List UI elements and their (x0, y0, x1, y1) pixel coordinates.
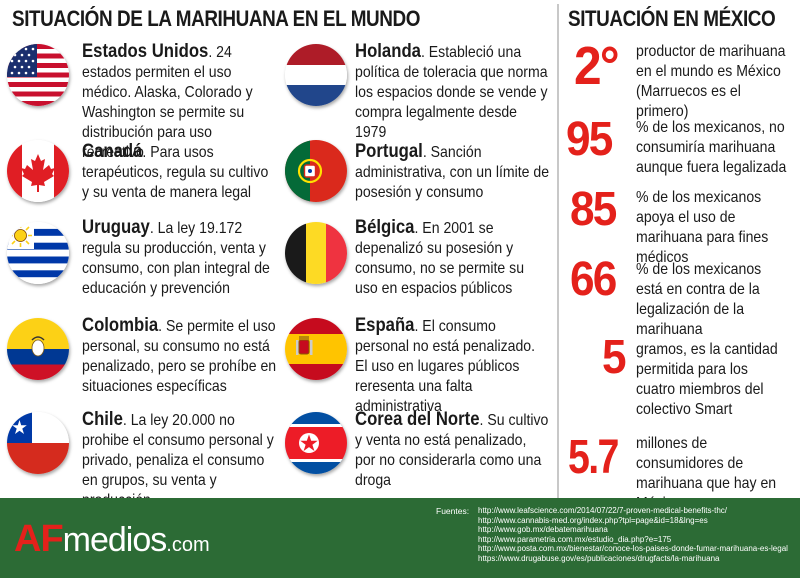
country-name: Canadá (82, 141, 143, 162)
country-name: Corea del Norte (355, 409, 480, 430)
stat-description: gramos, es la cantidad permitida para lo… (636, 341, 778, 418)
country-description: . 24 estados permiten el uso médico. Ala… (82, 44, 253, 161)
column-divider (557, 4, 559, 498)
uruguay-flag-icon (7, 222, 69, 284)
source-link[interactable]: http://www.leafscience.com/2014/07/22/7-… (478, 506, 728, 515)
country-netherlands-text: Holanda. Estableció una política de tole… (355, 42, 550, 143)
country-name: Bélgica (355, 217, 415, 238)
country-name: Colombia (82, 315, 159, 336)
country-chile-text: Chile. La ley 20.000 no prohibe el consu… (82, 410, 277, 511)
stat-value: 5.7 (568, 431, 619, 484)
stat-description: % de los mexicanos está en contra de la … (636, 261, 762, 338)
netherlands-flag-icon (285, 44, 347, 106)
country-name: Uruguay (82, 217, 150, 238)
country-usa-text: Estados Unidos. 24 estados permiten el u… (82, 42, 277, 163)
source-link[interactable]: http://www.parametria.com.mx/estudio_dia… (478, 534, 672, 544)
country-description: . En 2001 se depenalizó su posesión y co… (355, 220, 525, 297)
logo-medios: medios (62, 521, 168, 559)
country-portugal-text: Portugal. Sanción administrativa, con un… (355, 142, 550, 203)
country-uruguay-text: Uruguay. La ley 19.172 regula su producc… (82, 218, 277, 299)
stat-value: 95 (566, 113, 613, 166)
country-description: . Su cultivo y venta no está penalizado,… (355, 412, 549, 489)
country-belgium-text: Bélgica. En 2001 se depenalizó su posesi… (355, 218, 550, 299)
north-korea-flag-icon (285, 412, 347, 474)
source-link[interactable]: https://www.drugabuse.gov/es/publicacion… (478, 553, 720, 563)
source-link[interactable]: http://www.cannabis-med.org/index.php?tp… (478, 515, 708, 525)
country-colombia-text: Colombia. Se permite el uso personal, su… (82, 316, 277, 397)
footer: AFmedios.com Fuentes: http://www.leafsci… (0, 498, 800, 578)
belgium-flag-icon (285, 222, 347, 284)
stat-value: 66 (570, 253, 617, 306)
country-name: Estados Unidos (82, 41, 209, 62)
chile-flag-icon (7, 412, 69, 474)
country-description: . Estableció una política de toleracia q… (355, 44, 548, 141)
country-description: . La ley 19.172 regula su producción, ve… (82, 220, 270, 297)
stat-description: % de los mexicanos, no consumiría marihu… (636, 119, 787, 176)
country-name: Holanda (355, 41, 421, 62)
source-link[interactable]: http://www.gob.mx/debatemarihuana (478, 525, 608, 535)
stat-value: 85 (570, 183, 617, 236)
country-description: . Se permite el uso personal, su consumo… (82, 318, 277, 395)
country-north-korea-text: Corea del Norte. Su cultivo y venta no e… (355, 410, 550, 491)
canada-flag-icon (7, 140, 69, 202)
country-canada-text: Canadá. Para usos terapéuticos, regula s… (82, 142, 277, 203)
logo-af: AF (14, 518, 64, 560)
mexico-title: SITUACIÓN EN MÉXICO (568, 6, 776, 31)
spain-flag-icon (285, 318, 347, 380)
sources-list: http://www.leafscience.com/2014/07/22/7-… (478, 506, 788, 564)
country-name: Portugal (355, 141, 423, 162)
source-link[interactable]: http://www.posta.com.mx/bienestar/conoce… (478, 544, 788, 554)
country-description: . Para usos terapéuticos, regula su cult… (82, 144, 269, 201)
afmedios-logo: AFmedios.com (14, 518, 210, 561)
stat-description: % de los mexicanos apoya el uso de marih… (636, 189, 769, 266)
stat-description: productor de marihuana en el mundo es Mé… (636, 43, 786, 120)
stat-value: 2° (574, 36, 620, 96)
colombia-flag-icon (7, 318, 69, 380)
country-name: Chile (82, 409, 123, 430)
country-name: España (355, 315, 415, 336)
logo-com: .com (166, 534, 210, 556)
stat-value: 5 (602, 331, 627, 384)
world-title: SITUACIÓN DE LA MARIHUANA EN EL MUNDO (12, 6, 421, 31)
country-spain-text: España. El consumo personal no está pena… (355, 316, 550, 417)
portugal-flag-icon (285, 140, 347, 202)
country-description: . La ley 20.000 no prohibe el consumo pe… (82, 412, 274, 509)
usa-flag-icon (7, 44, 69, 106)
sources-label: Fuentes: (436, 506, 470, 516)
country-description: . Sanción administrativa, con un límite … (355, 144, 550, 201)
country-description: . El consumo personal no está penalizado… (355, 318, 536, 415)
